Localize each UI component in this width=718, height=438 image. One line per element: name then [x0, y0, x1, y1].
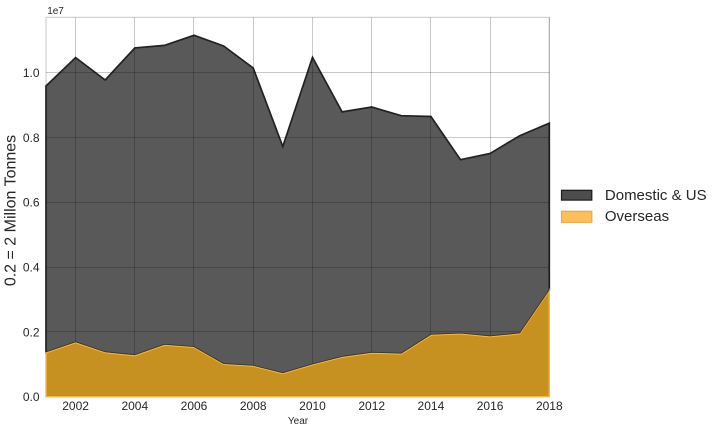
svg-text:1.0: 1.0: [23, 66, 40, 80]
svg-text:Domestic & US: Domestic & US: [605, 187, 707, 204]
svg-text:2006: 2006: [181, 399, 208, 413]
svg-text:0.4: 0.4: [23, 261, 40, 275]
svg-text:2018: 2018: [536, 399, 563, 413]
svg-text:2002: 2002: [62, 399, 89, 413]
svg-text:Overseas: Overseas: [605, 208, 669, 225]
svg-text:0.2 = 2 Millon Tonnes: 0.2 = 2 Millon Tonnes: [2, 135, 19, 286]
svg-text:1e7: 1e7: [47, 6, 64, 17]
svg-text:Year: Year: [288, 416, 309, 427]
svg-text:2010: 2010: [299, 399, 326, 413]
svg-text:2004: 2004: [121, 399, 148, 413]
svg-text:2012: 2012: [358, 399, 385, 413]
svg-text:2008: 2008: [240, 399, 267, 413]
svg-text:0.6: 0.6: [23, 196, 40, 210]
svg-text:0.2: 0.2: [23, 325, 40, 339]
svg-text:2016: 2016: [477, 399, 504, 413]
svg-text:0.0: 0.0: [23, 390, 40, 404]
svg-text:0.8: 0.8: [23, 131, 40, 145]
svg-text:2014: 2014: [418, 399, 445, 413]
